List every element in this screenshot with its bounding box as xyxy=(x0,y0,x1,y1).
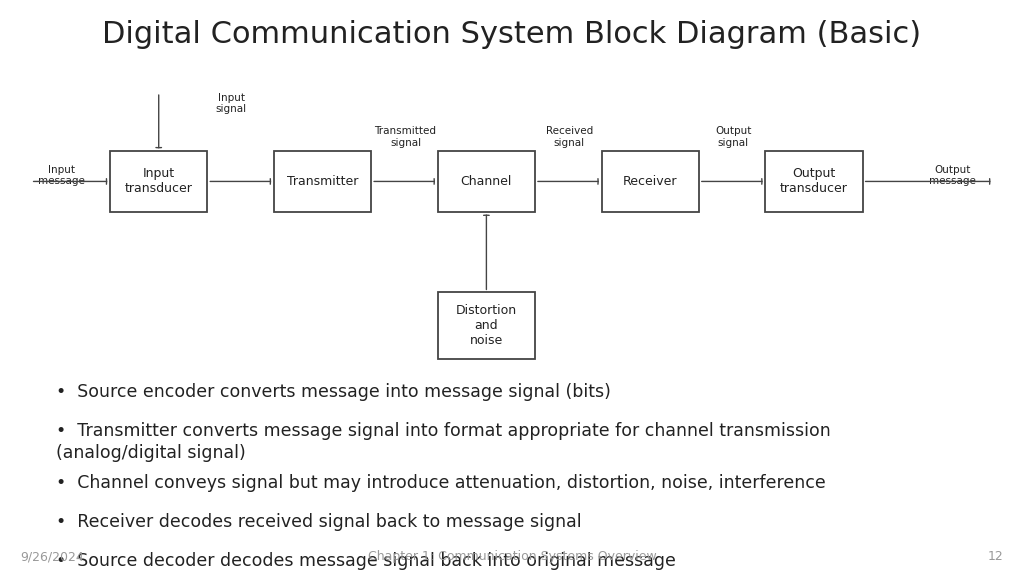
Text: Received
signal: Received signal xyxy=(546,126,593,148)
Text: Chapter 1: Communication Systems Overview: Chapter 1: Communication Systems Overvie… xyxy=(368,550,656,563)
Text: Receiver: Receiver xyxy=(623,175,678,188)
Text: Output
signal: Output signal xyxy=(715,126,752,148)
Text: Channel: Channel xyxy=(461,175,512,188)
Text: Digital Communication System Block Diagram (Basic): Digital Communication System Block Diagr… xyxy=(102,20,922,49)
FancyBboxPatch shape xyxy=(766,151,862,211)
Text: 9/26/2024: 9/26/2024 xyxy=(20,550,84,563)
FancyBboxPatch shape xyxy=(438,151,535,211)
FancyBboxPatch shape xyxy=(274,151,372,211)
Text: Output
transducer: Output transducer xyxy=(780,168,848,195)
Text: 12: 12 xyxy=(988,550,1004,563)
Text: Input
message: Input message xyxy=(38,165,85,187)
Text: •  Receiver decodes received signal back to message signal: • Receiver decodes received signal back … xyxy=(56,513,582,531)
Text: Output
message: Output message xyxy=(929,165,976,187)
Text: Input
transducer: Input transducer xyxy=(125,168,193,195)
Text: Transmitter: Transmitter xyxy=(287,175,358,188)
Text: Distortion
and
noise: Distortion and noise xyxy=(456,304,517,347)
Text: •  Source encoder converts message into message signal (bits): • Source encoder converts message into m… xyxy=(56,383,611,401)
FancyBboxPatch shape xyxy=(602,151,698,211)
Text: Transmitted
signal: Transmitted signal xyxy=(375,126,436,148)
Text: •  Source decoder decodes message signal back into original message: • Source decoder decodes message signal … xyxy=(56,552,676,570)
FancyBboxPatch shape xyxy=(438,293,535,358)
Text: Input
signal: Input signal xyxy=(216,93,247,115)
Text: •  Transmitter converts message signal into format appropriate for channel trans: • Transmitter converts message signal in… xyxy=(56,422,831,463)
Text: •  Channel conveys signal but may introduce attenuation, distortion, noise, inte: • Channel conveys signal but may introdu… xyxy=(56,474,826,492)
FancyBboxPatch shape xyxy=(111,151,207,211)
